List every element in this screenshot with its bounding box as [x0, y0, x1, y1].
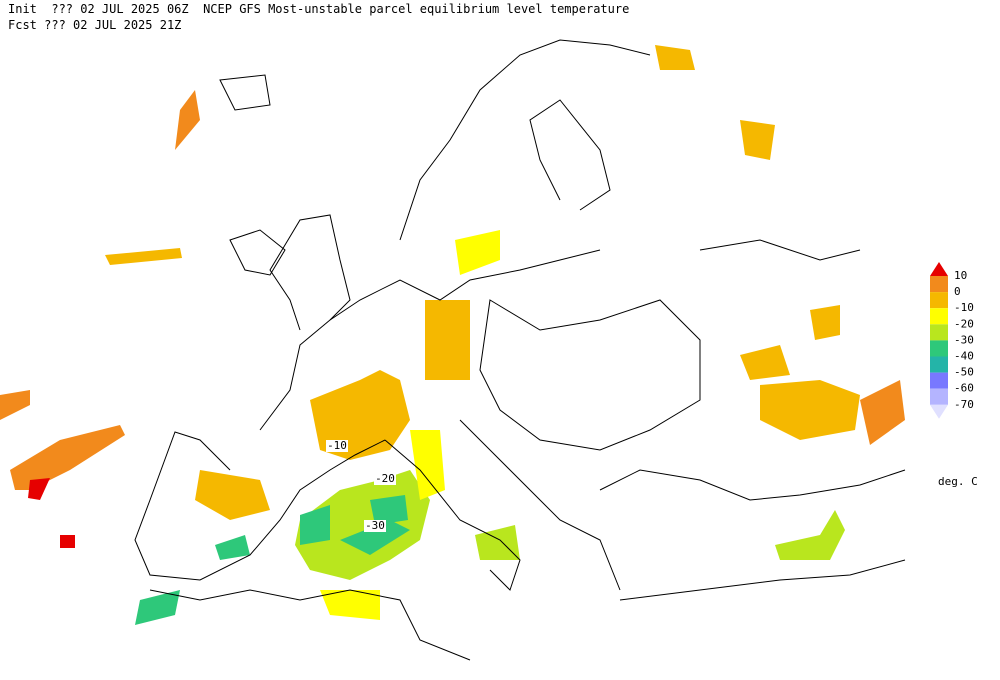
legend-arrow: [930, 404, 948, 419]
legend: 10 0 -10 -20 -30 -40 -50 -60 -70: [930, 262, 974, 419]
legend-swatch: [930, 340, 948, 357]
contour-label-bg: [374, 473, 396, 485]
legend-swatch: [930, 292, 948, 309]
legend-label: 10: [954, 269, 967, 282]
legend-label: -40: [954, 350, 974, 363]
legend-label: -70: [954, 398, 974, 411]
legend-label: -60: [954, 382, 974, 395]
legend-swatch: [930, 372, 948, 389]
legend-swatch: [930, 356, 948, 373]
legend-units: deg. C: [938, 475, 978, 488]
contour-label-bg: [326, 440, 348, 452]
legend-label: 0: [954, 285, 961, 298]
legend-swatch: [930, 308, 948, 325]
legend-swatch: [930, 324, 948, 341]
contour-label: -10: [327, 439, 347, 452]
precip-areas: [0, 45, 905, 625]
contour-label: -20: [375, 472, 395, 485]
legend-swatch: [930, 276, 948, 293]
coastlines: [134, 39, 906, 661]
header-line: Init ??? 02 JUL 2025 06Z NCEP GFS Most-u…: [8, 2, 629, 16]
legend-label: -50: [954, 366, 974, 379]
legend-label: -10: [954, 301, 974, 314]
legend-arrow: [930, 262, 948, 276]
contour-label: -30: [365, 519, 385, 532]
legend-label: -20: [954, 317, 974, 330]
legend-swatch: [930, 388, 948, 405]
legend-label: -30: [954, 333, 974, 346]
header-line: Fcst ??? 02 JUL 2025 21Z: [8, 18, 181, 32]
contour-label-bg: [364, 520, 386, 532]
